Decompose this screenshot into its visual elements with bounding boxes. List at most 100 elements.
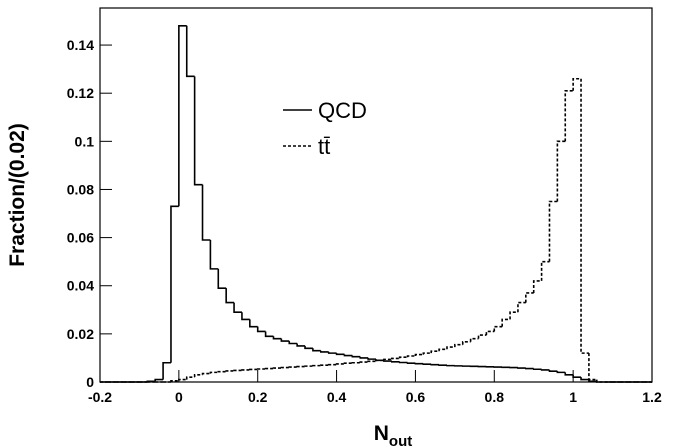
histogram-step	[517, 301, 526, 313]
histogram-step	[540, 260, 550, 281]
y-tick-label: 0	[86, 374, 94, 390]
histogram-step	[493, 325, 503, 332]
histogram-step	[383, 358, 392, 361]
histogram-step	[580, 78, 589, 354]
histogram-step	[548, 200, 558, 262]
histogram-step	[572, 77, 582, 91]
histogram-step	[509, 311, 518, 320]
histogram-step	[264, 331, 274, 338]
histogram-step	[201, 184, 211, 241]
histogram-step	[469, 337, 479, 342]
histogram-step	[225, 288, 235, 304]
histogram-step	[525, 292, 534, 303]
histogram-step	[454, 343, 463, 348]
histogram-step	[343, 362, 353, 365]
histogram-step	[241, 312, 250, 321]
histogram-step	[446, 346, 455, 350]
x-tick-label: 0	[175, 389, 183, 405]
histogram-step	[477, 334, 487, 339]
histogram-step	[201, 372, 211, 375]
histogram-step	[501, 318, 511, 327]
histogram-step	[162, 361, 171, 380]
histogram-step	[249, 319, 258, 328]
histogram-step	[209, 371, 219, 374]
histogram-step	[209, 240, 219, 270]
histogram-step	[485, 330, 495, 336]
x-axis-title-main: N	[374, 422, 389, 445]
histogram-step	[312, 348, 321, 352]
histogram-step	[217, 268, 227, 289]
histogram-step	[414, 353, 424, 357]
histogram-step	[367, 357, 376, 360]
histogram-step	[383, 360, 392, 362]
histogram-step	[256, 326, 266, 333]
histogram-step	[280, 338, 290, 342]
x-axis-title: Nout	[374, 422, 413, 448]
plot-frame	[99, 7, 653, 383]
histogram-step	[438, 348, 447, 352]
x-tick-label: 0.2	[248, 389, 268, 405]
histogram-step	[580, 377, 589, 381]
histogram-step	[359, 361, 369, 363]
histogram-step	[170, 205, 179, 363]
histogram-step	[154, 378, 164, 382]
histogram-step	[288, 341, 298, 345]
histogram-step	[185, 25, 195, 78]
histogram-step	[532, 368, 542, 371]
histogram-step	[233, 302, 242, 314]
histogram-step	[272, 336, 282, 340]
histogram-step	[193, 373, 203, 378]
legend-label: QCD	[318, 98, 367, 123]
histogram-step	[178, 25, 187, 207]
histogram-step	[556, 140, 566, 202]
histogram-step	[375, 359, 384, 362]
histogram-step	[367, 360, 376, 363]
histogram-step	[327, 351, 337, 354]
histogram-step	[390, 360, 400, 363]
histogram-step	[430, 350, 440, 354]
y-tick-label: 0.1	[75, 133, 95, 149]
histogram-step	[548, 369, 558, 372]
histogram-step	[320, 350, 329, 353]
y-tick-label: 0.14	[67, 37, 94, 53]
histogram-step	[304, 345, 313, 350]
histogram-step	[398, 361, 408, 364]
y-tick-label: 0.08	[67, 181, 94, 197]
histogram-step	[406, 355, 416, 358]
histogram-step	[170, 379, 179, 382]
histogram-step	[225, 370, 235, 372]
histogram-step	[359, 356, 369, 359]
histogram-step	[556, 371, 566, 374]
histogram-step	[572, 374, 582, 378]
histogram-step	[296, 343, 306, 347]
y-tick-label: 0.12	[67, 85, 94, 101]
histogram-step	[335, 353, 345, 356]
histogram-step	[588, 353, 597, 381]
histogram-step	[398, 356, 408, 359]
histogram-step	[596, 379, 605, 383]
x-tick-label: 1.2	[642, 389, 662, 405]
x-tick-label: -0.2	[88, 389, 112, 405]
y-tick-label: 0.04	[67, 278, 94, 294]
histogram-step	[461, 341, 471, 345]
histogram-step	[540, 369, 550, 371]
histogram-step	[564, 372, 574, 376]
histogram-step	[422, 352, 432, 355]
histogram-step	[185, 376, 195, 380]
histogram-step	[178, 378, 187, 381]
histogram-step	[335, 363, 345, 365]
histogram-step	[532, 280, 542, 293]
x-tick-label: 0.8	[485, 389, 505, 405]
x-tick-label: 1	[569, 389, 577, 405]
histogram-step	[564, 89, 574, 142]
x-tick-label: 0.6	[406, 389, 426, 405]
x-axis-title-sub: out	[389, 433, 412, 448]
histogram-step	[217, 370, 227, 373]
histogram-step	[193, 76, 203, 186]
histogram-step	[406, 362, 416, 365]
legend-label: tt̄	[318, 134, 330, 159]
x-tick-label: 0.4	[327, 389, 347, 405]
histogram-step	[390, 357, 400, 360]
